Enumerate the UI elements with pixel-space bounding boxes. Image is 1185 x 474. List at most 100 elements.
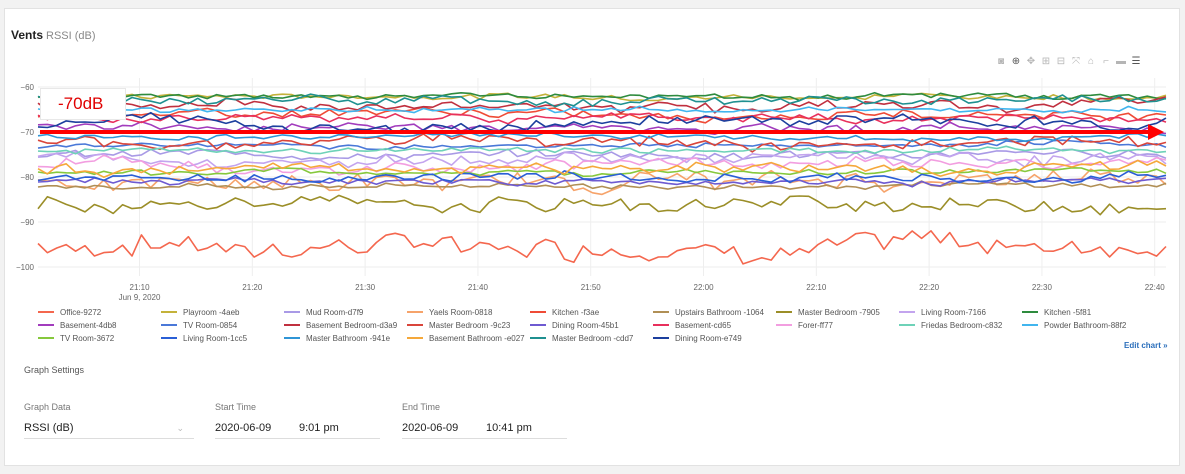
legend-item[interactable]: Powder Bathroom-88f2 xyxy=(1022,319,1145,331)
legend-item[interactable]: Master Bedroom -9c23 xyxy=(407,319,530,331)
reference-annotation: -70dB xyxy=(40,88,126,120)
autoscale-icon[interactable]: ⤧ xyxy=(1072,56,1080,67)
legend-item[interactable]: Master Bedroom -cdd7 xyxy=(530,332,653,344)
legend-item[interactable]: Forer-ff77 xyxy=(776,319,899,331)
chevron-down-icon: ⌄ xyxy=(176,423,184,433)
graph-data-label: Graph Data xyxy=(24,402,71,412)
legend-item[interactable]: Basement Bedroom-d3a9 xyxy=(284,319,407,331)
legend-item[interactable]: Living Room-7166 xyxy=(899,306,1022,318)
start-date-value: 2020-06-09 xyxy=(215,422,272,434)
graph-settings-title: Graph Settings xyxy=(24,365,85,375)
legend-item[interactable]: Kitchen -f3ae xyxy=(530,306,653,318)
edit-chart-link[interactable]: Edit chart » xyxy=(1124,341,1168,350)
chart-legend: Office-9272 Playroom -4aeb Mud Room-d7f9 Ya… xyxy=(38,306,1168,345)
chart-card xyxy=(4,8,1180,466)
legend-item[interactable]: Basement Bathroom -e027 xyxy=(407,332,530,344)
hover-compare-icon[interactable]: ☰ xyxy=(1131,56,1141,67)
legend-swatch xyxy=(407,324,423,326)
legend-item[interactable]: Friedas Bedroom-c832 xyxy=(899,319,1022,331)
legend-swatch xyxy=(653,337,669,339)
legend-item[interactable]: TV Room-3672 xyxy=(38,332,161,344)
legend-label: TV Room-3672 xyxy=(60,333,115,343)
x-tick-label: 22:00 xyxy=(694,283,715,292)
legend-label: TV Room-0854 xyxy=(183,320,238,330)
series-line xyxy=(37,91,1167,102)
legend-item[interactable]: Living Room-1cc5 xyxy=(161,332,284,344)
legend-item[interactable]: Basement-4db8 xyxy=(38,319,161,331)
legend-swatch xyxy=(161,337,177,339)
legend-swatch xyxy=(653,324,669,326)
series-line xyxy=(37,111,1167,135)
legend-row: Office-9272 Playroom -4aeb Mud Room-d7f9 Ya… xyxy=(38,306,1168,318)
legend-swatch xyxy=(38,337,54,339)
legend-row: Basement-4db8 TV Room-0854 Basement Bedroo… xyxy=(38,319,1168,331)
x-tick-label: 21:20 xyxy=(242,283,263,292)
legend-swatch xyxy=(38,324,54,326)
legend-swatch xyxy=(653,311,669,313)
legend-label: Forer-ff77 xyxy=(798,320,833,330)
x-tick-label: 21:50 xyxy=(581,283,602,292)
end-time-value: 10:41 pm xyxy=(486,422,532,434)
series-line xyxy=(37,194,1167,216)
legend-item[interactable]: Basement-cd65 xyxy=(653,319,776,331)
legend-item[interactable]: Mud Room-d7f9 xyxy=(284,306,407,318)
legend-label: Friedas Bedroom-c832 xyxy=(921,320,1003,330)
x-tick-sublabel: Jun 9, 2020 xyxy=(119,293,161,302)
series-line xyxy=(37,106,1167,124)
legend-swatch xyxy=(530,337,546,339)
y-tick-label: −100 xyxy=(16,263,35,272)
chart-title: Vents RSSI (dB) xyxy=(11,28,96,42)
legend-swatch xyxy=(407,337,423,339)
series-line xyxy=(37,154,1167,176)
zoom-in-icon[interactable]: ⊞ xyxy=(1041,56,1051,67)
reference-arrowhead xyxy=(1148,124,1164,140)
end-time-input[interactable]: 2020-06-09 10:41 pm xyxy=(402,420,567,439)
y-tick-label: −80 xyxy=(20,173,34,182)
x-tick-label: 22:40 xyxy=(1145,283,1166,292)
legend-swatch xyxy=(899,311,915,313)
legend-swatch xyxy=(1022,324,1038,326)
end-date-value: 2020-06-09 xyxy=(402,422,459,434)
legend-swatch xyxy=(38,311,54,313)
legend-swatch xyxy=(161,324,177,326)
legend-item[interactable]: Playroom -4aeb xyxy=(161,306,284,318)
y-tick-label: −70 xyxy=(20,128,34,137)
camera-icon[interactable]: ◙ xyxy=(997,56,1005,67)
hover-closest-icon[interactable]: ▬ xyxy=(1116,56,1126,67)
legend-label: Basement-4db8 xyxy=(60,320,117,330)
legend-item[interactable]: Kitchen -5f81 xyxy=(1022,306,1145,318)
legend-label: Master Bedroom -9c23 xyxy=(429,320,511,330)
graph-data-select[interactable]: RSSI (dB) ⌄ xyxy=(24,420,194,439)
legend-label: Playroom -4aeb xyxy=(183,307,240,317)
spike-lines-icon[interactable]: ⌐ xyxy=(1103,56,1109,67)
legend-item[interactable]: Upstairs Bathroom -1064 xyxy=(653,306,776,318)
legend-label: Powder Bathroom-88f2 xyxy=(1044,320,1127,330)
legend-swatch xyxy=(284,337,300,339)
legend-item[interactable]: Master Bathroom -941e xyxy=(284,332,407,344)
legend-label: Dining Room-e749 xyxy=(675,333,742,343)
legend-item[interactable]: Dining Room-e749 xyxy=(653,332,776,344)
end-time-label: End Time xyxy=(402,402,441,412)
legend-label: Mud Room-d7f9 xyxy=(306,307,364,317)
start-time-label: Start Time xyxy=(215,402,257,412)
legend-swatch xyxy=(407,311,423,313)
zoom-out-icon[interactable]: ⊟ xyxy=(1056,56,1066,67)
legend-item[interactable]: Master Bedroom -7905 xyxy=(776,306,899,318)
legend-item[interactable]: Dining Room-45b1 xyxy=(530,319,653,331)
legend-label: Living Room-7166 xyxy=(921,307,986,317)
legend-item[interactable]: TV Room-0854 xyxy=(161,319,284,331)
start-time-input[interactable]: 2020-06-09 9:01 pm xyxy=(215,420,380,439)
series-line xyxy=(37,105,1167,114)
x-tick-label: 22:30 xyxy=(1032,283,1053,292)
legend-swatch xyxy=(530,311,546,313)
pan-icon[interactable]: ✥ xyxy=(1026,56,1036,67)
zoom-icon[interactable]: ⊕ xyxy=(1011,56,1021,67)
home-icon[interactable]: ⌂ xyxy=(1087,56,1095,67)
chart-title-unit: RSSI (dB) xyxy=(46,30,96,42)
series-line xyxy=(37,180,1167,191)
legend-item[interactable]: Yaels Room-0818 xyxy=(407,306,530,318)
chart-modebar: ◙ ⊕ ✥ ⊞ ⊟ ⤧ ⌂ ⌐ ▬ ☰ xyxy=(996,56,1141,68)
legend-item[interactable]: Office-9272 xyxy=(38,306,161,318)
legend-label: Basement Bathroom -e027 xyxy=(429,333,525,343)
